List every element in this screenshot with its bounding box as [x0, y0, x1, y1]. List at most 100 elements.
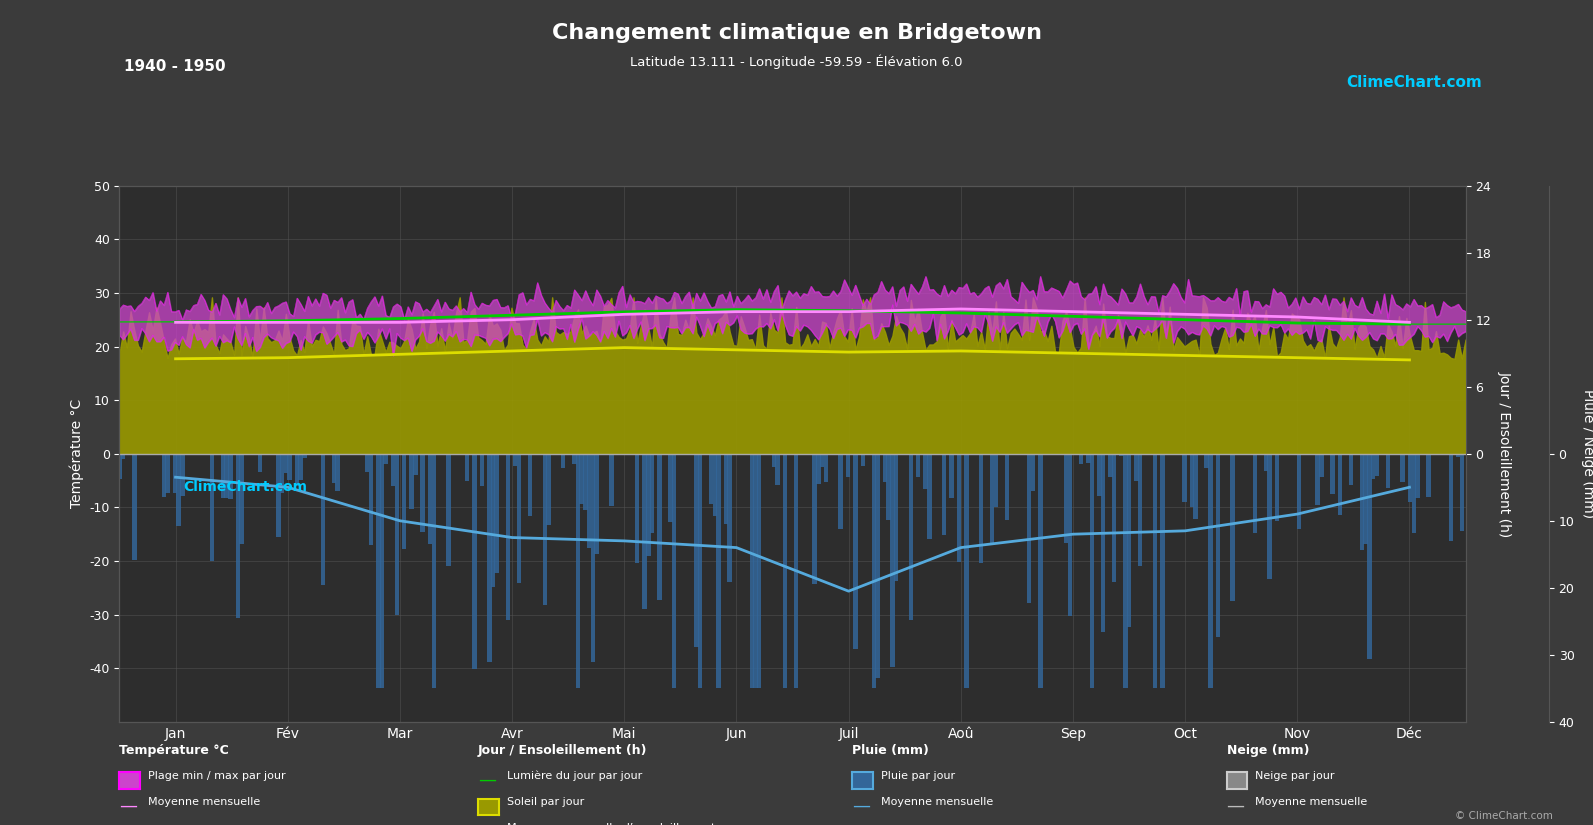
Bar — [1349, 454, 1352, 485]
Text: ClimeChart.com: ClimeChart.com — [1346, 74, 1481, 90]
Bar — [1268, 454, 1271, 579]
Bar — [287, 454, 292, 479]
Bar — [487, 454, 492, 662]
Bar — [1005, 454, 1010, 521]
Text: Moyenne mensuelle d’ensoleillement: Moyenne mensuelle d’ensoleillement — [507, 823, 715, 825]
Bar — [1297, 454, 1301, 529]
Bar — [750, 454, 753, 688]
Bar — [303, 454, 306, 458]
Bar — [961, 454, 965, 455]
Bar — [421, 454, 425, 532]
Bar — [609, 454, 613, 507]
Bar — [1064, 454, 1069, 543]
Bar — [166, 454, 170, 493]
Text: Changement climatique en Bridgetown: Changement climatique en Bridgetown — [551, 23, 1042, 43]
Bar — [225, 454, 229, 498]
Bar — [546, 454, 551, 525]
Bar — [1367, 454, 1372, 659]
Bar — [276, 454, 280, 537]
Bar — [1078, 454, 1083, 464]
Bar — [572, 454, 577, 464]
Bar — [1204, 454, 1209, 468]
Bar — [336, 454, 339, 491]
Text: Pluie (mm): Pluie (mm) — [852, 744, 929, 757]
Bar — [1408, 454, 1413, 502]
Bar — [395, 454, 400, 615]
Bar — [698, 454, 703, 688]
Bar — [221, 454, 225, 498]
Text: Moyenne mensuelle: Moyenne mensuelle — [148, 797, 260, 807]
Bar — [1193, 454, 1198, 519]
Bar — [1090, 454, 1094, 688]
Bar — [172, 454, 177, 493]
Bar — [793, 454, 798, 688]
Bar — [298, 454, 303, 480]
Bar — [1031, 454, 1035, 492]
Bar — [575, 454, 580, 688]
Bar — [413, 454, 417, 474]
Bar — [236, 454, 241, 619]
Bar — [672, 454, 677, 688]
Bar — [132, 454, 137, 560]
Bar — [989, 454, 994, 544]
Text: Moyenne mensuelle: Moyenne mensuelle — [1255, 797, 1367, 807]
Bar — [647, 454, 650, 556]
Bar — [210, 454, 213, 561]
Bar — [1207, 454, 1212, 688]
Bar — [586, 454, 591, 549]
Text: Neige par jour: Neige par jour — [1255, 771, 1335, 780]
Bar — [401, 454, 406, 549]
Bar — [1160, 454, 1164, 688]
Bar — [1263, 454, 1268, 471]
Bar — [365, 454, 370, 473]
Bar — [642, 454, 647, 609]
Bar — [846, 454, 851, 477]
Bar — [695, 454, 699, 647]
Bar — [782, 454, 787, 688]
Bar — [1126, 454, 1131, 627]
Bar — [890, 454, 895, 667]
Bar — [1134, 454, 1139, 481]
Bar — [1316, 454, 1321, 505]
Bar — [1098, 454, 1102, 496]
Bar — [924, 454, 927, 488]
Text: Moyenne mensuelle: Moyenne mensuelle — [881, 797, 992, 807]
Bar — [1375, 454, 1380, 476]
Bar — [320, 454, 325, 585]
Bar — [390, 454, 395, 487]
Bar — [757, 454, 761, 688]
Bar — [1190, 454, 1195, 507]
Bar — [1330, 454, 1335, 493]
Y-axis label: Pluie / Neige (mm): Pluie / Neige (mm) — [1582, 389, 1593, 518]
Bar — [513, 454, 518, 466]
Bar — [712, 454, 717, 516]
Bar — [1400, 454, 1405, 482]
Bar — [916, 454, 921, 477]
Bar — [384, 454, 389, 464]
Text: Neige (mm): Neige (mm) — [1227, 744, 1309, 757]
Bar — [1338, 454, 1341, 515]
Bar — [994, 454, 999, 507]
Bar — [432, 454, 436, 688]
Bar — [1039, 454, 1042, 688]
Bar — [1086, 454, 1091, 463]
Text: 1940 - 1950: 1940 - 1950 — [124, 59, 226, 74]
Bar — [1112, 454, 1117, 582]
Bar — [331, 454, 336, 483]
Bar — [854, 454, 857, 649]
Bar — [594, 454, 599, 554]
Text: Jour / Ensoleillement (h): Jour / Ensoleillement (h) — [478, 744, 647, 757]
Bar — [379, 454, 384, 688]
Text: ClimeChart.com: ClimeChart.com — [183, 480, 307, 494]
Bar — [1182, 454, 1187, 502]
Bar — [527, 454, 532, 516]
Text: Latitude 13.111 - Longitude -59.59 - Élévation 6.0: Latitude 13.111 - Longitude -59.59 - Élé… — [631, 54, 962, 69]
Bar — [1123, 454, 1128, 688]
Text: Température °C: Température °C — [119, 744, 229, 757]
Bar — [161, 454, 166, 497]
Bar — [228, 454, 233, 499]
Bar — [1448, 454, 1453, 541]
Bar — [543, 454, 546, 605]
Bar — [728, 454, 731, 582]
Bar — [491, 454, 495, 587]
